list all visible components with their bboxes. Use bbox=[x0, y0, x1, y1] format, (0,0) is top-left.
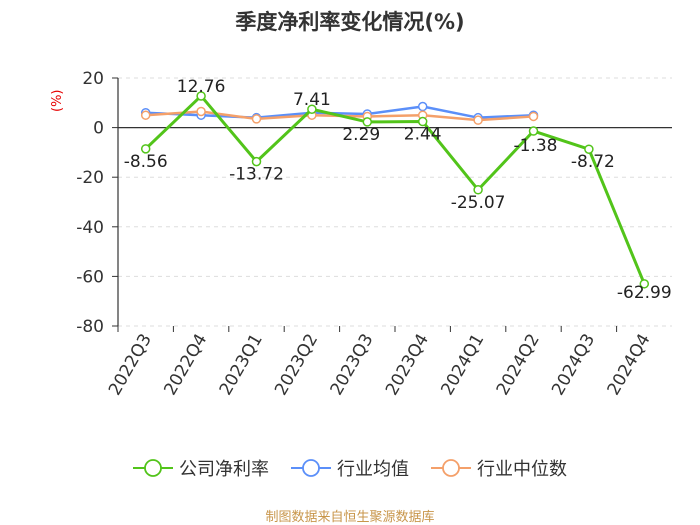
legend-item[interactable]: 行业中位数 bbox=[431, 455, 567, 481]
data-point bbox=[251, 114, 262, 124]
data-point bbox=[528, 111, 539, 122]
data-point bbox=[528, 126, 539, 136]
series bbox=[140, 91, 650, 289]
x-tick-label: 2023Q3 bbox=[327, 331, 378, 399]
x-tick-label: 2024Q3 bbox=[548, 331, 599, 399]
y-tick-label: -20 bbox=[76, 168, 104, 188]
data-point bbox=[417, 101, 428, 112]
x-tick-label: 2023Q1 bbox=[216, 331, 267, 399]
data-label: 12.76 bbox=[177, 77, 226, 97]
x-tick-label: 2022Q4 bbox=[160, 331, 211, 399]
data-label: -62.99 bbox=[617, 283, 672, 303]
data-point bbox=[140, 144, 151, 154]
data-point bbox=[473, 115, 483, 125]
data-point bbox=[307, 104, 317, 114]
legend-label: 公司净利率 bbox=[179, 459, 269, 480]
data-point bbox=[639, 279, 650, 289]
legend-marker-icon bbox=[431, 459, 471, 477]
data-label: -25.07 bbox=[451, 193, 506, 213]
data-point bbox=[362, 117, 373, 127]
y-tick-label: 20 bbox=[82, 69, 104, 89]
legend: 公司净利率 行业均值 行业中位数 bbox=[0, 455, 700, 481]
legend-label: 行业均值 bbox=[337, 459, 409, 480]
x-tick-label: 2023Q4 bbox=[382, 331, 433, 399]
series-line bbox=[144, 94, 646, 285]
legend-marker-icon bbox=[291, 459, 331, 477]
series-line bbox=[145, 105, 534, 119]
chart-title: 季度净利率变化情况(%) bbox=[235, 10, 465, 34]
legend-item[interactable]: 公司净利率 bbox=[133, 455, 269, 481]
data-label: -13.72 bbox=[229, 165, 284, 185]
data-label: -8.72 bbox=[571, 152, 615, 172]
data-label: -8.56 bbox=[124, 152, 168, 172]
x-tick-label: 2024Q4 bbox=[604, 331, 655, 399]
data-label: 2.44 bbox=[404, 125, 442, 145]
legend-label: 行业中位数 bbox=[477, 459, 567, 480]
y-tick-label: -40 bbox=[76, 218, 104, 238]
data-point bbox=[417, 116, 428, 127]
source-note: 制图数据来自恒生聚源数据库 bbox=[265, 510, 435, 525]
x-tick-label: 2023Q2 bbox=[271, 331, 322, 399]
data-point bbox=[140, 110, 151, 120]
y-tick-label: -80 bbox=[76, 317, 104, 337]
data-point bbox=[584, 144, 594, 154]
data-label: 7.41 bbox=[293, 90, 331, 110]
x-tick-label: 2024Q1 bbox=[437, 330, 488, 398]
data-label: -1.38 bbox=[514, 136, 558, 156]
x-tick-label: 2024Q2 bbox=[493, 331, 544, 399]
legend-item[interactable]: 行业均值 bbox=[291, 455, 409, 481]
y-tick-label: -60 bbox=[76, 267, 104, 287]
legend-marker-icon bbox=[133, 459, 173, 477]
data-point bbox=[196, 91, 206, 101]
data-label: 2.29 bbox=[342, 125, 380, 145]
data-point bbox=[196, 106, 206, 117]
data-point bbox=[251, 156, 262, 167]
x-tick-label: 2022Q3 bbox=[105, 331, 156, 399]
data-point bbox=[473, 185, 483, 195]
y-tick-label: 0 bbox=[93, 119, 104, 139]
